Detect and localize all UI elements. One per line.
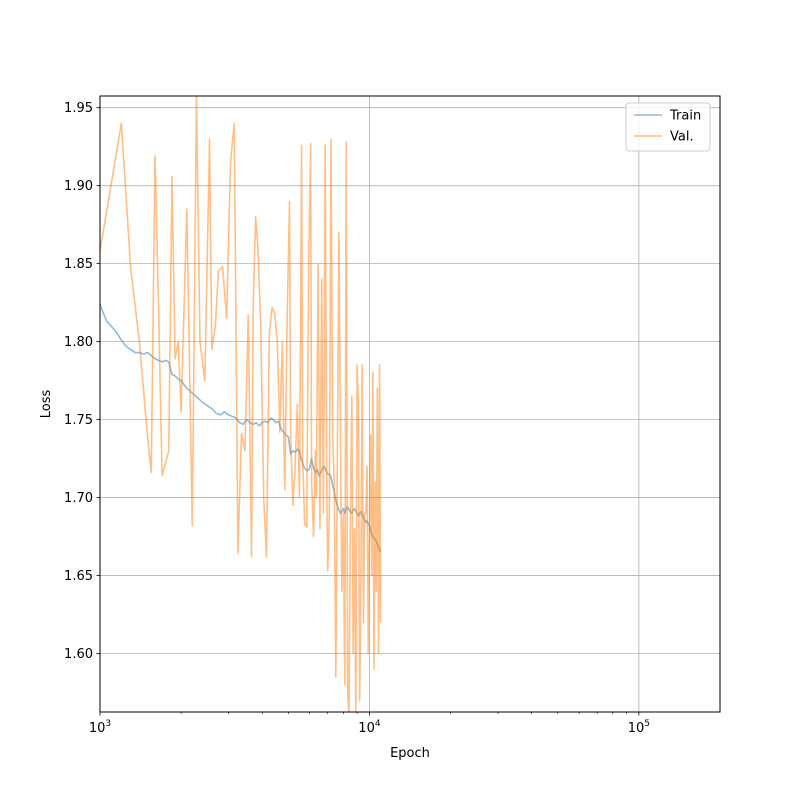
legend-label: Val.: [670, 130, 694, 145]
series-line-train: [100, 303, 382, 553]
series-line-val: [100, 96, 382, 712]
x-tick-label: 103: [89, 719, 111, 736]
series-layer: [100, 96, 382, 712]
y-tick-label: 1.70: [64, 491, 93, 506]
y-tick-label: 1.65: [64, 569, 93, 584]
legend: Train Val.: [625, 102, 711, 152]
x-tick-label: 105: [628, 719, 650, 736]
y-axis-ticks: 1.60 1.65 1.70 1.75 1.80 1.85 1.90 1.95: [64, 101, 100, 662]
y-tick-label: 1.85: [64, 257, 93, 272]
grid: [100, 96, 720, 712]
plot-frame: [99, 95, 721, 713]
legend-label: Train: [669, 109, 701, 124]
x-axis-label: Epoch: [390, 746, 430, 761]
y-tick-label: 1.75: [64, 413, 93, 428]
y-tick-label: 1.60: [64, 647, 93, 662]
y-tick-label: 1.95: [64, 101, 93, 116]
x-axis-ticks: 103 104 105: [89, 712, 650, 736]
x-tick-label: 104: [358, 719, 381, 736]
y-axis-label: Loss: [39, 390, 54, 419]
y-tick-label: 1.90: [64, 179, 93, 194]
y-tick-label: 1.80: [64, 335, 93, 350]
